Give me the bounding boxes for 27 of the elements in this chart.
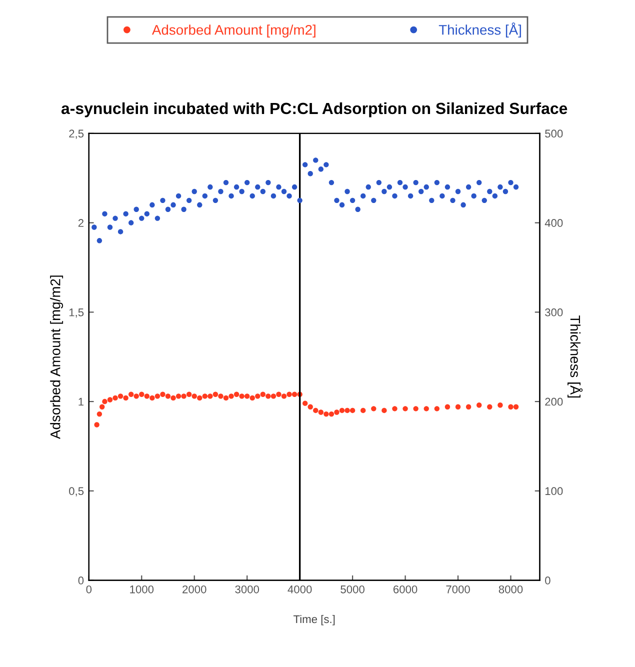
y-tick-label: 2,5 (69, 130, 84, 139)
y-tick-label: 1,5 (69, 308, 84, 318)
y2-tick-label: 300 (545, 308, 563, 316)
y2-tick-label: 200 (545, 398, 563, 406)
x-tick-label: 6000 (393, 585, 418, 594)
y-tick-label: 1 (78, 398, 84, 406)
x-tick-label: 3000 (235, 585, 260, 594)
x-tick-label: 0 (86, 585, 92, 594)
y2-tick-label: 100 (545, 487, 563, 496)
y-tick-label: 0 (78, 576, 84, 584)
x-tick-label: 2000 (182, 585, 206, 594)
y2-tick-label: 500 (545, 130, 563, 138)
legend-label: Thickness [Å] (438, 22, 521, 38)
y-axis-title: Adsorbed Amount [mg/m2] (50, 276, 64, 440)
y2-tick-label: 400 (544, 219, 563, 227)
y2-tick-label: 0 (545, 576, 550, 584)
chart-title: a-synuclein incubated with PC:CL Adsorption on Silanized Surface (61, 102, 568, 118)
legend-label: Adsorbed Amount [mg/m2] (152, 24, 316, 38)
x-axis-title: Time [s.] (293, 614, 335, 626)
x-tick-label: 5000 (340, 585, 364, 594)
x-tick-label: 1000 (130, 585, 154, 594)
x-tick-label: 4000 (288, 585, 312, 594)
x-tick-label: 7000 (446, 585, 470, 594)
y-tick-label: 2 (78, 219, 84, 227)
y-tick-label: 0,5 (69, 487, 84, 496)
x-tick-label: 8000 (498, 585, 523, 594)
y2-axis-title: Thickness [Å] (568, 315, 583, 398)
